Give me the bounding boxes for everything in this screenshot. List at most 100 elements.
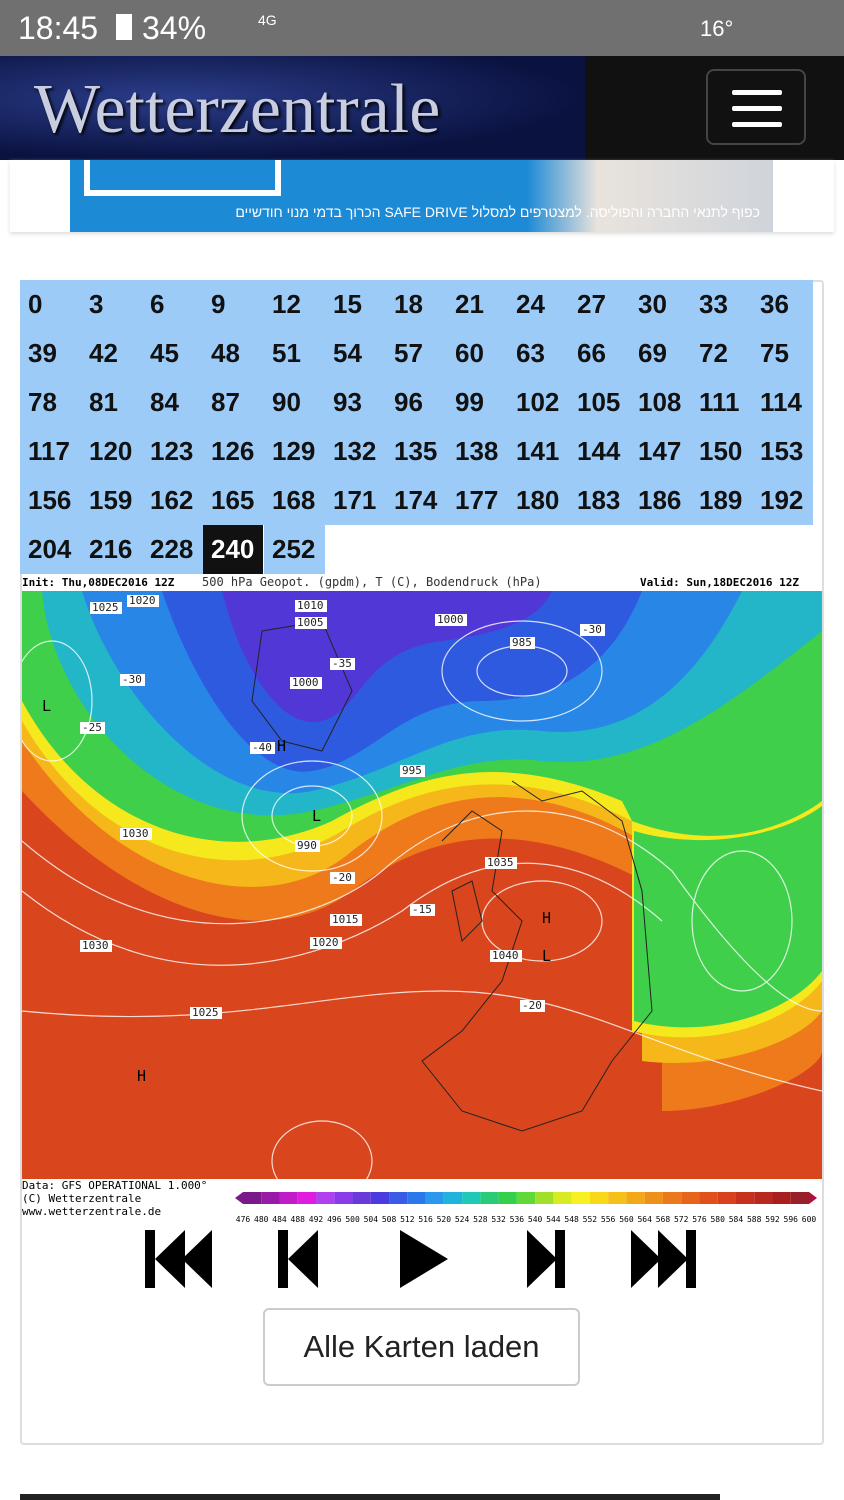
scale-swatch: [626, 1192, 645, 1204]
hour-link[interactable]: 27: [569, 280, 630, 329]
map-label: 1030: [82, 939, 109, 952]
hour-link[interactable]: 105: [569, 378, 630, 427]
hour-link[interactable]: 180: [508, 476, 569, 525]
scale-label: 504: [364, 1215, 379, 1224]
header: Wetterzentrale: [0, 56, 844, 160]
hour-link[interactable]: 24: [508, 280, 569, 329]
hour-link[interactable]: 177: [447, 476, 508, 525]
hour-link[interactable]: 150: [691, 427, 752, 476]
hour-link[interactable]: 189: [691, 476, 752, 525]
hour-link[interactable]: 51: [264, 329, 325, 378]
hour-link[interactable]: 99: [447, 378, 508, 427]
hour-link[interactable]: 69: [630, 329, 691, 378]
hour-link[interactable]: 90: [264, 378, 325, 427]
map-label: -20: [332, 871, 352, 884]
hour-link[interactable]: 171: [325, 476, 386, 525]
scale-swatch: [589, 1192, 609, 1204]
hour-link[interactable]: 66: [569, 329, 630, 378]
last-button[interactable]: [631, 1230, 696, 1288]
hour-link[interactable]: 186: [630, 476, 691, 525]
next-button[interactable]: [527, 1230, 565, 1288]
map-label-box: [127, 595, 159, 607]
hour-link[interactable]: 126: [203, 427, 264, 476]
hour-link[interactable]: 57: [386, 329, 447, 378]
hour-link[interactable]: 81: [81, 378, 142, 427]
hour-link[interactable]: 48: [203, 329, 264, 378]
hour-link[interactable]: 33: [691, 280, 752, 329]
ad-logo: [84, 160, 281, 196]
hour-link[interactable]: 183: [569, 476, 630, 525]
hour-link[interactable]: 117: [20, 427, 81, 476]
hour-link[interactable]: 72: [691, 329, 752, 378]
hour-link[interactable]: 0: [20, 280, 81, 329]
map-label: 995: [402, 764, 422, 777]
scale-label: 556: [601, 1215, 616, 1224]
hour-link[interactable]: 252: [264, 525, 325, 574]
ad-banner[interactable]: כפוף לתנאי החברה והפוליסה. למצטרפים למסל…: [70, 160, 773, 232]
hour-selected[interactable]: 240: [203, 525, 263, 574]
menu-button[interactable]: [706, 69, 806, 145]
map-label-box: [295, 617, 327, 629]
prev-button[interactable]: [278, 1230, 318, 1288]
hour-link[interactable]: 138: [447, 427, 508, 476]
hour-link[interactable]: 102: [508, 378, 569, 427]
hour-link[interactable]: 132: [325, 427, 386, 476]
hour-link[interactable]: 87: [203, 378, 264, 427]
scale-swatch: [717, 1192, 736, 1204]
scale-label: 600: [802, 1215, 817, 1224]
first-button[interactable]: [145, 1230, 212, 1288]
hour-link[interactable]: 63: [508, 329, 569, 378]
hour-link[interactable]: 42: [81, 329, 142, 378]
hour-link[interactable]: 204: [20, 525, 81, 574]
hour-link[interactable]: 114: [752, 378, 813, 427]
play-button[interactable]: [400, 1230, 448, 1288]
scale-swatch: [681, 1192, 700, 1204]
map-label: L: [42, 697, 51, 715]
hour-link[interactable]: 135: [386, 427, 447, 476]
map-footer: www.wetterzentrale.de: [22, 1205, 161, 1218]
hour-link[interactable]: 12: [264, 280, 325, 329]
load-all-button[interactable]: Alle Karten laden: [263, 1308, 580, 1386]
hour-link[interactable]: 168: [264, 476, 325, 525]
hour-link[interactable]: 159: [81, 476, 142, 525]
hour-link[interactable]: 216: [81, 525, 142, 574]
scale-swatch: [352, 1192, 371, 1204]
hour-link[interactable]: 153: [752, 427, 813, 476]
hour-link[interactable]: 162: [142, 476, 203, 525]
hour-link[interactable]: 144: [569, 427, 630, 476]
hour-link[interactable]: 21: [447, 280, 508, 329]
hour-link[interactable]: 129: [264, 427, 325, 476]
hour-link[interactable]: 78: [20, 378, 81, 427]
hour-link[interactable]: 120: [81, 427, 142, 476]
hour-link[interactable]: 165: [203, 476, 264, 525]
hour-link[interactable]: 111: [691, 378, 752, 427]
hour-link[interactable]: 75: [752, 329, 813, 378]
map-label-box: [330, 914, 362, 926]
hour-link[interactable]: 108: [630, 378, 691, 427]
hour-link[interactable]: 15: [325, 280, 386, 329]
hour-link[interactable]: 93: [325, 378, 386, 427]
hour-link[interactable]: 60: [447, 329, 508, 378]
hour-link[interactable]: 156: [20, 476, 81, 525]
hour-link[interactable]: 30: [630, 280, 691, 329]
hour-link[interactable]: 147: [630, 427, 691, 476]
hour-link[interactable]: 54: [325, 329, 386, 378]
hour-link[interactable]: 141: [508, 427, 569, 476]
hour-link[interactable]: 3: [81, 280, 142, 329]
hour-link[interactable]: 39: [20, 329, 81, 378]
hour-link[interactable]: 45: [142, 329, 203, 378]
hour-link[interactable]: 96: [386, 378, 447, 427]
hour-link[interactable]: 123: [142, 427, 203, 476]
hour-link[interactable]: 6: [142, 280, 203, 329]
hour-link[interactable]: 84: [142, 378, 203, 427]
hour-link[interactable]: 174: [386, 476, 447, 525]
hour-link[interactable]: 18: [386, 280, 447, 329]
scale-swatch: [662, 1192, 682, 1204]
map-init: Init: Thu,08DEC2016 12Z: [22, 576, 175, 589]
hour-link[interactable]: 192: [752, 476, 813, 525]
hour-link[interactable]: 9: [203, 280, 264, 329]
hour-link[interactable]: 36: [752, 280, 813, 329]
hour-link[interactable]: 228: [142, 525, 203, 574]
scale-swatch: [772, 1192, 791, 1204]
logo[interactable]: Wetterzentrale: [0, 56, 585, 160]
